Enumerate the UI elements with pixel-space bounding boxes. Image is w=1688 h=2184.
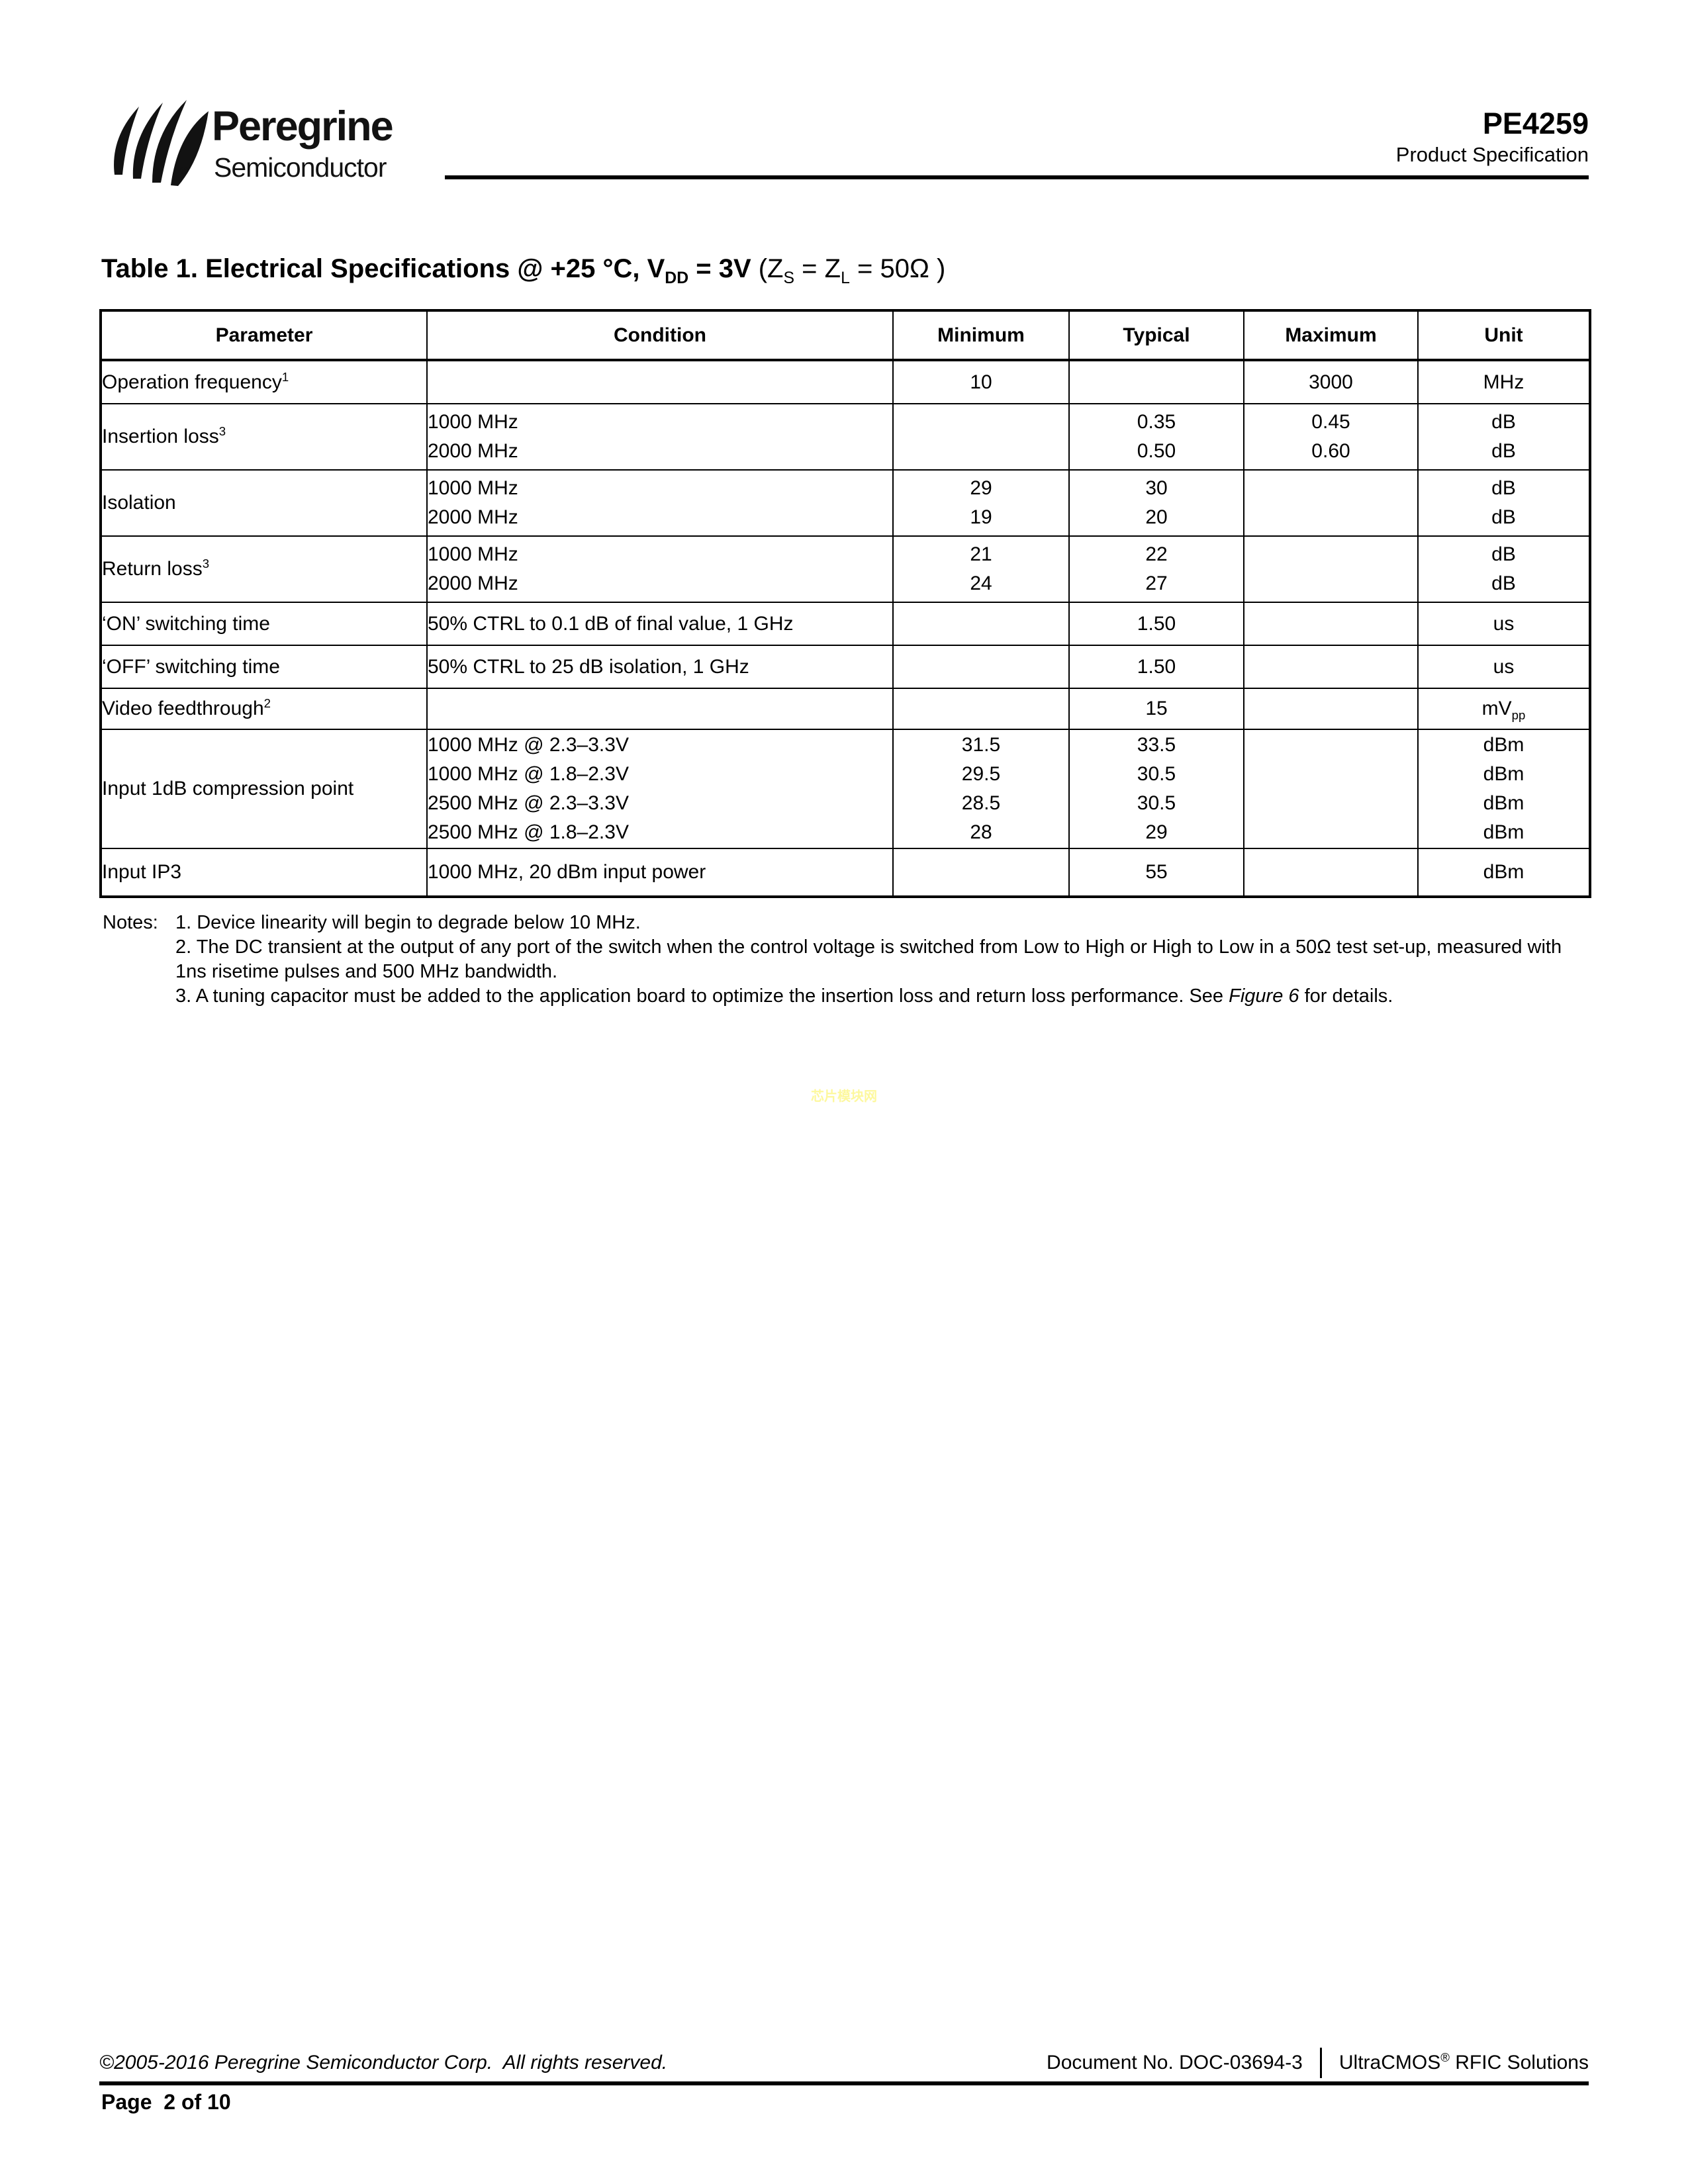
cell-typical: 1.50	[1068, 645, 1244, 689]
column-header: Maximum	[1243, 310, 1419, 361]
peregrine-logo-icon	[114, 100, 209, 186]
cell-maximum	[1243, 535, 1419, 603]
footer-rule	[99, 2081, 1589, 2085]
table-row: Operation frequency1 10 3000 MHz	[100, 359, 1591, 404]
cell-minimum	[892, 645, 1070, 689]
cell-unit: dBm	[1417, 848, 1591, 897]
cell-typical: 33.5 30.5 30.5 29	[1068, 729, 1244, 849]
cell-condition: 1000 MHz 2000 MHz	[426, 469, 894, 537]
note-item: 3. A tuning capacitor must be added to t…	[175, 985, 1393, 1007]
product-id: PE4259	[1482, 107, 1589, 140]
cell-minimum	[892, 848, 1070, 897]
column-header: Typical	[1068, 310, 1244, 361]
notes-list: 1. Device linearity will begin to degrad…	[175, 911, 1589, 1009]
cell-condition: 1000 MHz 2000 MHz	[426, 535, 894, 603]
cell-typical: 22 27	[1068, 535, 1244, 603]
cell-condition: 50% CTRL to 0.1 dB of final value, 1 GHz	[426, 602, 894, 646]
notes-block: Notes: 1. Device linearity will begin to…	[103, 911, 1589, 1009]
table-row: Input 1dB compression point 1000 MHz @ 2.…	[100, 729, 1591, 849]
cell-typical: 0.35 0.50	[1068, 403, 1244, 471]
cell-typical: 55	[1068, 848, 1244, 897]
cell-unit: dBm dBm dBm dBm	[1417, 729, 1591, 849]
cell-condition: 1000 MHz 2000 MHz	[426, 403, 894, 471]
cell-unit: us	[1417, 645, 1591, 689]
cell-maximum	[1243, 729, 1419, 849]
cell-parameter: ‘OFF’ switching time	[100, 645, 428, 689]
brand-name: Peregrine	[212, 103, 394, 150]
cell-maximum: 0.45 0.60	[1243, 403, 1419, 471]
cell-unit: mVpp	[1417, 688, 1591, 730]
cell-maximum	[1243, 848, 1419, 897]
spec-table-body: Operation frequency1 10 3000 MHz Insertion l…	[100, 359, 1591, 897]
footer-right-group: Document No. DOC-03694-3 UltraCMOS® RFIC…	[1047, 2048, 1589, 2078]
cell-maximum	[1243, 602, 1419, 646]
table-row: ‘OFF’ switching time 50% CTRL to 25 dB is…	[100, 645, 1591, 689]
footer-separator	[1319, 2048, 1322, 2078]
table-row: ‘ON’ switching time 50% CTRL to 0.1 dB of…	[100, 602, 1591, 646]
cell-parameter: Isolation	[100, 469, 428, 537]
cell-parameter: Insertion loss3	[100, 403, 428, 471]
table-title-main: Table 1. Electrical Specifications @ +25…	[101, 254, 759, 287]
cell-typical: 15	[1068, 688, 1244, 730]
note-item: 2. The DC transient at the output of any…	[175, 936, 1562, 982]
table-title: Table 1. Electrical Specifications @ +25…	[101, 254, 946, 287]
header-rule	[445, 175, 1589, 179]
cell-condition: 1000 MHz @ 2.3–3.3V 1000 MHz @ 1.8–2.3V 25…	[426, 729, 894, 849]
cell-minimum	[892, 403, 1070, 471]
footer-brand-line: UltraCMOS® RFIC Solutions	[1338, 2050, 1589, 2073]
cell-parameter: ‘ON’ switching time	[100, 602, 428, 646]
cell-minimum: 10	[892, 359, 1070, 404]
table-row: Input IP3 1000 MHz, 20 dBm input power 55 d…	[100, 848, 1591, 897]
cell-maximum: 3000	[1243, 359, 1419, 404]
cell-condition: 50% CTRL to 25 dB isolation, 1 GHz	[426, 645, 894, 689]
column-header: Parameter	[100, 310, 428, 361]
cell-minimum: 29 19	[892, 469, 1070, 537]
spec-table: Parameter Condition Minimum Typical Maximum U…	[99, 309, 1591, 898]
spec-table-head-row: Parameter Condition Minimum Typical Maximum U…	[100, 310, 1591, 361]
cell-minimum: 21 24	[892, 535, 1070, 603]
cell-minimum	[892, 602, 1070, 646]
note-item: 1. Device linearity will begin to degrad…	[175, 912, 641, 933]
watermark: 芯片模块网	[811, 1089, 877, 1104]
column-header: Condition	[426, 310, 894, 361]
cell-typical: 30 20	[1068, 469, 1244, 537]
doc-type: Product Specification	[1395, 143, 1589, 166]
brand-subname: Semiconductor	[214, 152, 387, 183]
cell-typical	[1068, 359, 1244, 404]
cell-unit: dB dB	[1417, 535, 1591, 603]
cell-minimum	[892, 688, 1070, 730]
column-header: Unit	[1417, 310, 1591, 361]
cell-condition	[426, 359, 894, 404]
cell-unit: dB dB	[1417, 469, 1591, 537]
table-row: Isolation 1000 MHz 2000 MHz 29 19 30 20 dB dB	[100, 469, 1591, 537]
footer: ©2005-2016 Peregrine Semiconductor Corp.…	[99, 2048, 1589, 2078]
cell-condition	[426, 688, 894, 730]
cell-condition: 1000 MHz, 20 dBm input power	[426, 848, 894, 897]
spec-table-container: Parameter Condition Minimum Typical Maximum U…	[99, 309, 1591, 898]
cell-parameter: Input 1dB compression point	[100, 729, 428, 849]
footer-copyright: ©2005-2016 Peregrine Semiconductor Corp.…	[99, 2052, 668, 2073]
column-header: Minimum	[892, 310, 1070, 361]
cell-maximum	[1243, 688, 1419, 730]
cell-parameter: Input IP3	[100, 848, 428, 897]
table-row: Video feedthrough2 15 mVpp	[100, 688, 1591, 730]
table-row: Return loss3 1000 MHz 2000 MHz 21 24 22 27 dB dB	[100, 535, 1591, 603]
cell-parameter: Video feedthrough2	[100, 688, 428, 730]
registered-trademark-icon: ®	[180, 165, 188, 177]
cell-maximum	[1243, 469, 1419, 537]
cell-unit: MHz	[1417, 359, 1591, 404]
notes-label: Notes:	[103, 912, 158, 933]
cell-unit: dB dB	[1417, 403, 1591, 471]
cell-maximum	[1243, 645, 1419, 689]
cell-typical: 1.50	[1068, 602, 1244, 646]
cell-unit: us	[1417, 602, 1591, 646]
page-number: Page 2 of 10	[101, 2090, 231, 2114]
footer-document-number: Document No. DOC-03694-3	[1047, 2052, 1303, 2073]
table-title-condition: (ZS = ZL = 50Ω )	[758, 254, 946, 287]
cell-parameter: Return loss3	[100, 535, 428, 603]
cell-parameter: Operation frequency1	[100, 359, 428, 404]
table-row: Insertion loss3 1000 MHz 2000 MHz 0.35 0.50 0…	[100, 403, 1591, 471]
cell-minimum: 31.5 29.5 28.5 28	[892, 729, 1070, 849]
